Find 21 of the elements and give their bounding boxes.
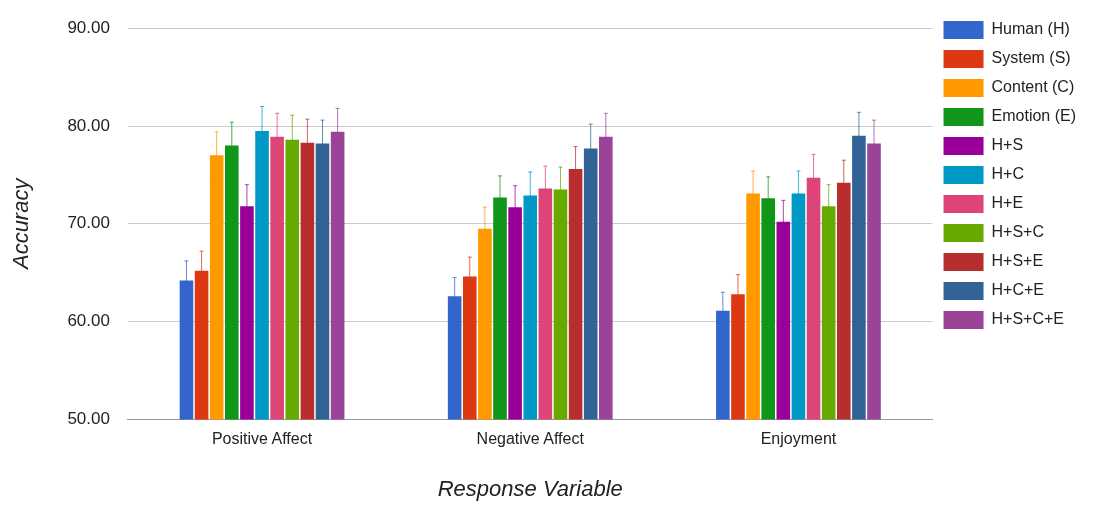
legend-label: System (S) [991, 49, 1071, 67]
y-axis-title: Accuracy [8, 176, 34, 272]
legend-label: H+S+C+E [991, 310, 1065, 328]
y-tick-label: 80.00 [67, 115, 110, 135]
legend-label: H+E [991, 194, 1024, 212]
y-tick-label: 50.00 [67, 409, 110, 429]
legend-label: H+S+C [991, 223, 1044, 241]
x-tick-label: Negative Affect [476, 430, 585, 448]
x-tick-label: Enjoyment [760, 430, 837, 448]
y-tick-label: 90.00 [67, 17, 110, 37]
legend-label: H+C+E [991, 281, 1044, 299]
x-axis-title: Response Variable [437, 475, 623, 501]
legend-label: H+S [991, 136, 1024, 154]
legend-label: H+S+E [991, 252, 1044, 270]
legend-label: H+C [991, 165, 1024, 183]
y-tick-label: 70.00 [67, 213, 110, 233]
legend-label: Human (H) [991, 20, 1070, 38]
legend-label: Content (C) [991, 78, 1075, 96]
legend-label: Emotion (E) [991, 107, 1076, 125]
x-tick-label: Positive Affect [211, 430, 313, 448]
y-tick-label: 60.00 [67, 311, 110, 331]
